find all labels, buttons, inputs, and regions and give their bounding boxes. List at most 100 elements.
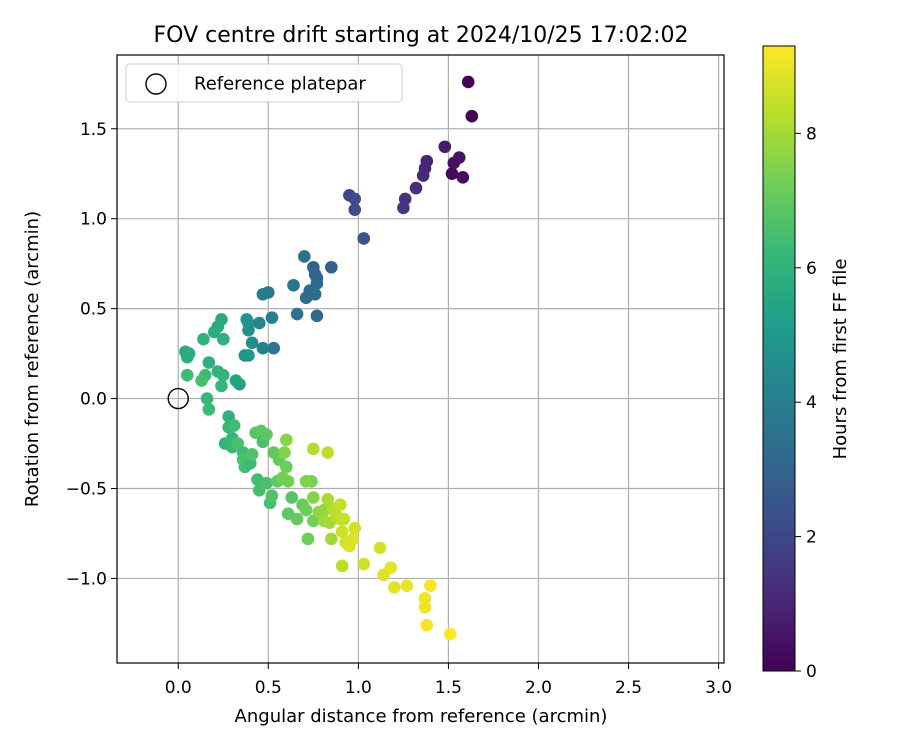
data-point [252,316,266,330]
data-point [461,75,475,89]
data-point [420,618,434,632]
data-point [348,521,362,535]
x-tick-label: 1.0 [345,678,372,698]
data-point [443,627,457,641]
x-tick-label: 1.5 [435,678,462,698]
plot-frame [116,54,725,664]
x-axis-ticks: 0.0 0.5 1.0 1.5 2.0 2.5 3.0 [165,663,732,698]
data-point [298,250,311,263]
data-point [260,476,273,490]
data-point [325,532,338,546]
data-point [325,260,338,274]
data-points [179,75,479,641]
data-point [307,491,320,504]
data-point [215,379,228,393]
x-tick-label: 2.5 [615,678,642,698]
colorbar-tick-label: 8 [806,124,817,144]
legend-box [125,63,403,103]
data-point [285,491,299,504]
data-point [200,392,214,405]
data-point [388,581,401,594]
data-point [281,475,295,488]
x-axis-label: Angular distance from reference (arcmin) [235,706,608,727]
legend-entry-reference: Reference platepar [194,74,366,95]
x-tick-label: 0.5 [255,678,282,698]
data-point [278,446,291,459]
data-point [202,403,216,416]
data-point [299,475,313,488]
colorbar-label: Hours from first FF file [830,259,851,460]
data-point [348,192,362,206]
data-point [310,309,324,323]
data-point [456,171,470,184]
data-point [267,341,281,355]
y-tick-label: 0.5 [80,300,107,320]
data-point [229,374,243,387]
data-point [357,557,371,571]
colorbar-tick-label: 6 [806,259,817,279]
data-point [180,350,194,364]
data-point [216,368,230,382]
grid-lines [117,55,724,663]
data-point [465,109,479,123]
data-point [202,356,216,369]
legend[interactable]: Reference platepar [125,63,403,103]
data-point [346,532,360,546]
colorbar-tick-label: 0 [806,662,817,682]
data-point [299,503,313,517]
data-point [280,460,293,474]
reference-marker-icon [145,73,167,95]
data-point [418,600,432,614]
data-point [287,278,300,292]
data-point [321,446,335,459]
data-point [334,498,347,512]
data-point [348,203,362,216]
x-tick-label: 3.0 [705,678,732,698]
data-point [197,332,210,346]
data-point [242,323,255,337]
data-point [307,442,320,456]
reference-point-marker [167,387,189,410]
data-point [216,332,230,346]
data-point [409,181,423,195]
data-point [242,349,255,362]
data-point [227,419,241,432]
data-point [265,311,279,324]
data-point [299,291,313,305]
data-point [337,512,351,526]
data-point [207,325,221,339]
data-point [416,169,430,182]
data-point [240,313,253,326]
x-tick-label: 0.0 [165,678,192,698]
data-point [357,232,371,245]
colorbar-tick-label: 2 [806,528,817,548]
colorbar [762,45,796,672]
data-point [335,559,349,573]
data-point [265,489,279,503]
data-point [290,512,304,526]
data-point [245,448,259,461]
data-point [397,201,410,215]
data-point [424,579,437,592]
data-point [384,561,398,574]
data-point [290,307,304,321]
colorbar-ticks: 0 2 4 6 8 [795,124,817,682]
data-point [245,336,259,350]
x-tick-label: 2.0 [525,678,552,698]
y-tick-label: −0.5 [66,480,107,500]
data-point [445,167,459,181]
y-tick-label: 0.0 [80,390,107,410]
data-point [418,591,432,605]
data-point [452,151,466,164]
data-point [195,374,208,387]
data-point [301,532,315,546]
data-point [260,428,273,441]
y-tick-label: −1.0 [66,569,107,589]
y-tick-label: 1.5 [80,120,107,140]
data-point [256,287,270,301]
chart-title: FOV centre drift starting at 2024/10/25 … [154,23,689,48]
data-point [180,368,194,382]
colorbar-tick-label: 4 [806,393,817,413]
y-axis-label: Rotation from reference (arcmin) [22,211,43,507]
